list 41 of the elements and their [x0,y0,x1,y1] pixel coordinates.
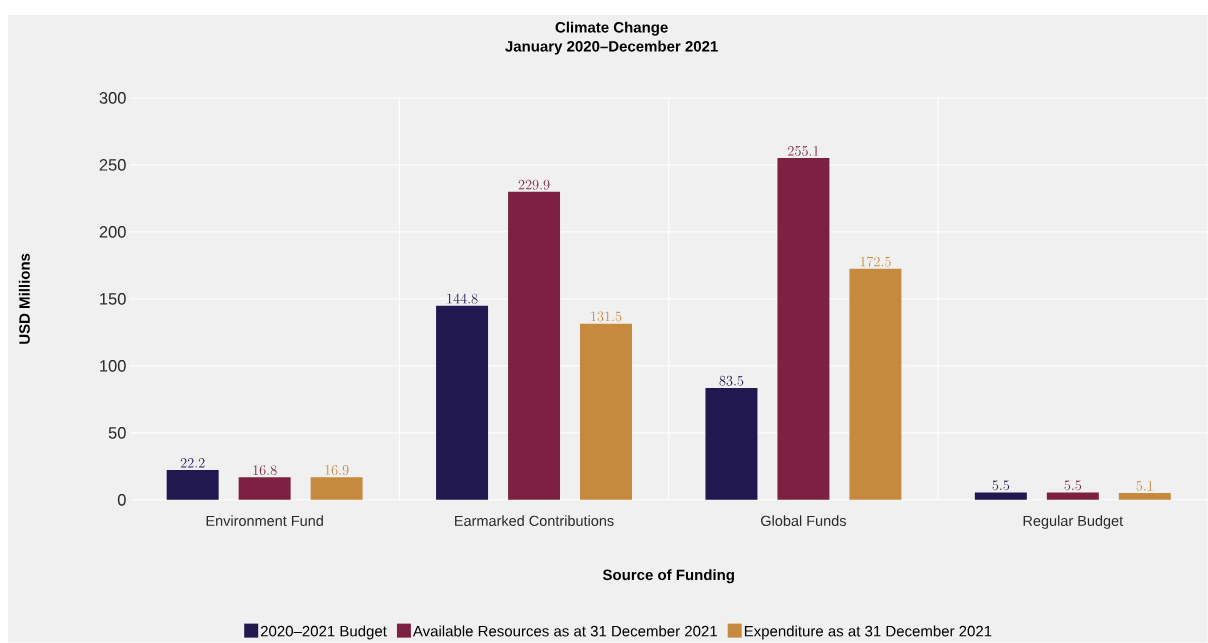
bar [310,477,363,500]
y-tick-label: 0 [117,494,126,506]
data-label: 5. 1 [1136,481,1153,491]
y-tick-label: 300 [99,92,126,104]
chart-title: Climate Change January 2020–December 2021 [505,21,718,55]
legend-label: 2020–2021 Budget [260,625,387,640]
bar [777,158,830,500]
bar [1046,492,1099,500]
bar [436,305,489,500]
x-tick-label: Regular Budget [1023,515,1124,529]
bar [1118,493,1171,500]
bar [238,477,291,500]
data-label: 16.8 [253,465,277,476]
legend-label: Expenditure as at 31 December 2021 [744,625,992,640]
x-tick-label: Earmarked Contributions [455,515,614,527]
bar [974,492,1027,500]
y-tick-label: 100 [100,360,126,372]
data-label: 83.5 [719,375,744,386]
bar [580,323,632,500]
y-tick-label: 150 [100,293,126,305]
y-axis-title: USD Millions [18,253,30,344]
data-label: 5.5 [1064,480,1082,491]
y-tick-label: 200 [99,226,126,238]
y-tick-label: 250 [99,159,126,171]
data-label: 229.9 [518,179,550,190]
data-label: 255. 1 [788,146,819,156]
x-tick-label: Environment Fund [206,515,323,527]
bar [705,388,758,500]
data-label: 144.8 [447,293,478,304]
data-label: 22.2 [180,458,205,468]
bar [849,268,902,500]
legend-label: Available Resources as at 31 December 2021 [412,625,717,637]
bar [166,470,219,500]
x-axis-title: Source of Funding [602,569,734,584]
bar [508,191,561,500]
data-label: 131 .5 [591,311,622,322]
y-tick-label: 50 [108,427,126,439]
data-label: 16.9 [325,465,349,476]
data-label: 5.5 [992,480,1010,491]
x-tick-label: Global Funds [761,515,846,527]
data-label: 172.5 [860,256,891,267]
